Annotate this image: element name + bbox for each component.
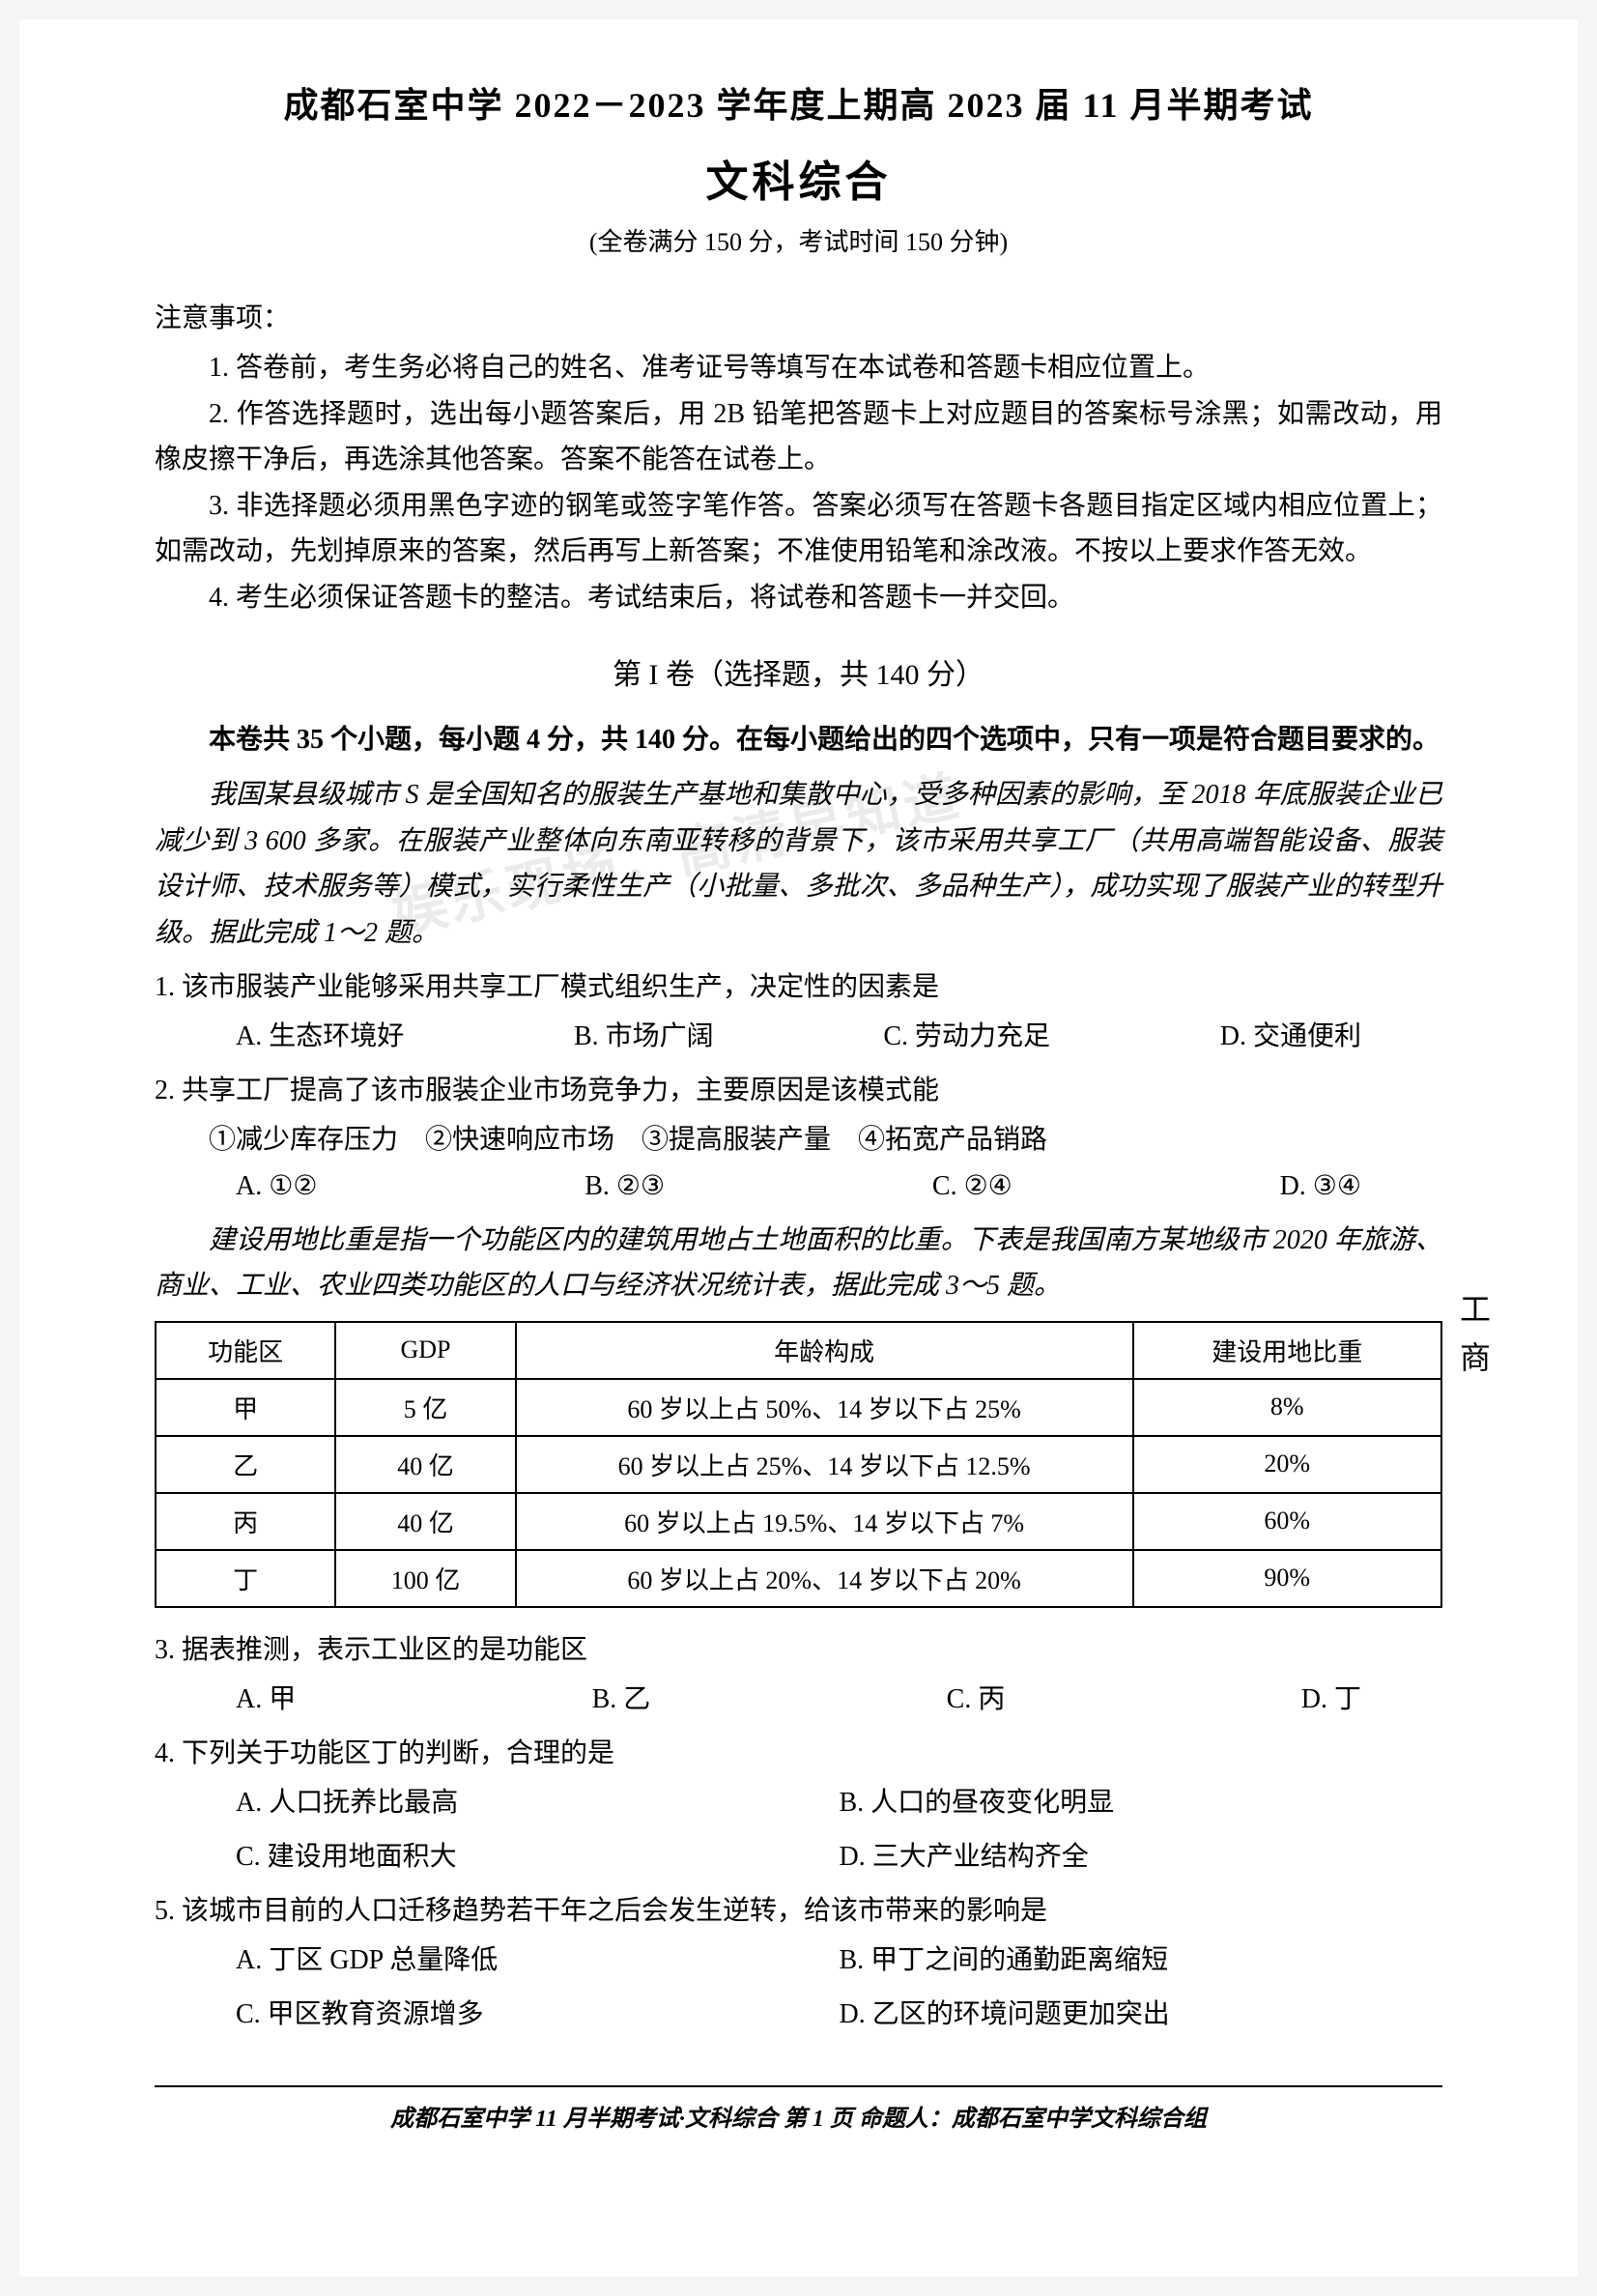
q2-opt-c: C. ②④ <box>932 1163 1012 1210</box>
q2-opt-d: D. ③④ <box>1280 1163 1361 1210</box>
q5-opt-d: D. 乙区的环境问题更加突出 <box>840 1992 1170 2038</box>
handwritten-annotation-2: 商 <box>1460 1334 1491 1378</box>
cell-age: 60 岁以上占 20%、14 岁以下占 20% <box>516 1550 1133 1607</box>
passage-1: 我国某县级城市 S 是全国知名的服装生产基地和集散中心，受多种因素的影响，至 2… <box>155 772 1442 956</box>
cell-age: 60 岁以上占 25%、14 岁以下占 12.5% <box>516 1436 1133 1493</box>
th-zone: 功能区 <box>156 1322 335 1379</box>
notice-item-2: 2. 作答选择题时，选出每小题答案后，用 2B 铅笔把答题卡上对应题目的答案标号… <box>155 391 1442 483</box>
question-1-options: A. 生态环境好 B. 市场广阔 C. 劳动力充足 D. 交通便利 <box>155 1014 1442 1060</box>
cell-zone: 乙 <box>156 1436 335 1493</box>
q1-opt-c: C. 劳动力充足 <box>883 1014 1050 1060</box>
section-1-title: 第 I 卷（选择题，共 140 分） <box>155 650 1442 693</box>
q3-opt-b: B. 乙 <box>592 1677 651 1723</box>
cell-ratio: 60% <box>1133 1493 1441 1550</box>
notice-heading: 注意事项： <box>155 297 1442 335</box>
table-row: 丁 100 亿 60 岁以上占 20%、14 岁以下占 20% 90% <box>156 1550 1441 1607</box>
exam-title-main: 成都石室中学 2022－2023 学年度上期高 2023 届 11 月半期考试 <box>155 77 1442 128</box>
table-header-row: 功能区 GDP 年龄构成 建设用地比重 <box>156 1322 1441 1379</box>
table-row: 丙 40 亿 60 岁以上占 19.5%、14 岁以下占 7% 60% <box>156 1493 1441 1550</box>
q4-opt-b: B. 人口的昼夜变化明显 <box>840 1780 1115 1826</box>
cell-zone: 丁 <box>156 1550 335 1607</box>
question-1-stem: 1. 该市服装产业能够采用共享工厂模式组织生产，决定性的因素是 <box>155 964 1442 1011</box>
question-4-options-row2: C. 建设用地面积大 D. 三大产业结构齐全 <box>155 1834 1442 1880</box>
q5-opt-c: C. 甲区教育资源增多 <box>236 1992 840 2038</box>
cell-ratio: 8% <box>1133 1379 1441 1436</box>
exam-title-subject: 文科综合 <box>155 147 1442 209</box>
cell-gdp: 40 亿 <box>335 1436 515 1493</box>
question-4-stem: 4. 下列关于功能区丁的判断，合理的是 <box>155 1731 1442 1777</box>
table-row: 甲 5 亿 60 岁以上占 50%、14 岁以下占 25% 8% <box>156 1379 1441 1436</box>
cell-age: 60 岁以上占 50%、14 岁以下占 25% <box>516 1379 1133 1436</box>
cell-gdp: 100 亿 <box>335 1550 515 1607</box>
q4-opt-d: D. 三大产业结构齐全 <box>840 1834 1089 1880</box>
q5-opt-b: B. 甲丁之间的通勤距离缩短 <box>840 1937 1169 1984</box>
q1-opt-a: A. 生态环境好 <box>236 1014 404 1060</box>
question-2-subs: ①减少库存压力 ②快速响应市场 ③提高服装产量 ④拓宽产品销路 <box>155 1117 1442 1163</box>
data-table: 功能区 GDP 年龄构成 建设用地比重 甲 5 亿 60 岁以上占 50%、14… <box>155 1321 1442 1608</box>
question-5-options-row2: C. 甲区教育资源增多 D. 乙区的环境问题更加突出 <box>155 1992 1442 2038</box>
q5-opt-a: A. 丁区 GDP 总量降低 <box>236 1937 840 1984</box>
question-5-options-row1: A. 丁区 GDP 总量降低 B. 甲丁之间的通勤距离缩短 <box>155 1937 1442 1984</box>
question-2-stem: 2. 共享工厂提高了该市服装企业市场竞争力，主要原因是该模式能 <box>155 1068 1442 1114</box>
question-4-options-row1: A. 人口抚养比最高 B. 人口的昼夜变化明显 <box>155 1780 1442 1826</box>
section-instructions: 本卷共 35 个小题，每小题 4 分，共 140 分。在每小题给出的四个选项中，… <box>155 717 1442 763</box>
cell-ratio: 90% <box>1133 1550 1441 1607</box>
q4-opt-a: A. 人口抚养比最高 <box>236 1780 840 1826</box>
table-row: 乙 40 亿 60 岁以上占 25%、14 岁以下占 12.5% 20% <box>156 1436 1441 1493</box>
q2-opt-b: B. ②③ <box>585 1163 665 1210</box>
q2-opt-a: A. ①② <box>236 1163 317 1210</box>
question-2-options: A. ①② B. ②③ C. ②④ D. ③④ <box>155 1163 1442 1210</box>
cell-zone: 甲 <box>156 1379 335 1436</box>
th-ratio: 建设用地比重 <box>1133 1322 1441 1379</box>
exam-page: 娱乐现场，高清早知道 成都石室中学 2022－2023 学年度上期高 2023 … <box>19 19 1578 2277</box>
q1-opt-d: D. 交通便利 <box>1220 1014 1361 1060</box>
handwritten-annotation-1: 工 <box>1460 1285 1491 1330</box>
q1-opt-b: B. 市场广阔 <box>574 1014 714 1060</box>
th-gdp: GDP <box>335 1322 515 1379</box>
exam-score-time: (全卷满分 150 分，考试时间 150 分钟) <box>155 222 1442 258</box>
page-footer: 成都石室中学 11 月半期考试·文科综合 第 1 页 命题人：成都石室中学文科综… <box>155 2085 1442 2133</box>
q3-opt-c: C. 丙 <box>947 1677 1006 1723</box>
notice-item-3: 3. 非选择题必须用黑色字迹的钢笔或签字笔作答。答案必须写在答题卡各题目指定区域… <box>155 483 1442 575</box>
question-3-stem: 3. 据表推测，表示工业区的是功能区 <box>155 1627 1442 1674</box>
question-5-stem: 5. 该城市目前的人口迁移趋势若干年之后会发生逆转，给该市带来的影响是 <box>155 1888 1442 1935</box>
question-3-options: A. 甲 B. 乙 C. 丙 D. 丁 <box>155 1677 1442 1723</box>
cell-gdp: 40 亿 <box>335 1493 515 1550</box>
passage-2: 建设用地比重是指一个功能区内的建筑用地占土地面积的比重。下表是我国南方某地级市 … <box>155 1218 1442 1309</box>
q3-opt-a: A. 甲 <box>236 1677 296 1723</box>
cell-ratio: 20% <box>1133 1436 1441 1493</box>
cell-gdp: 5 亿 <box>335 1379 515 1436</box>
th-age: 年龄构成 <box>516 1322 1133 1379</box>
q3-opt-d: D. 丁 <box>1301 1677 1361 1723</box>
notice-item-1: 1. 答卷前，考生务必将自己的姓名、准考证号等填写在本试卷和答题卡相应位置上。 <box>155 345 1442 391</box>
cell-zone: 丙 <box>156 1493 335 1550</box>
notice-item-4: 4. 考生必须保证答题卡的整洁。考试结束后，将试卷和答题卡一并交回。 <box>155 575 1442 621</box>
q4-opt-c: C. 建设用地面积大 <box>236 1834 840 1880</box>
cell-age: 60 岁以上占 19.5%、14 岁以下占 7% <box>516 1493 1133 1550</box>
